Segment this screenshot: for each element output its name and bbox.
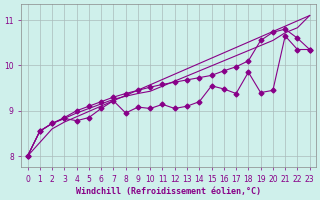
X-axis label: Windchill (Refroidissement éolien,°C): Windchill (Refroidissement éolien,°C) (76, 187, 261, 196)
